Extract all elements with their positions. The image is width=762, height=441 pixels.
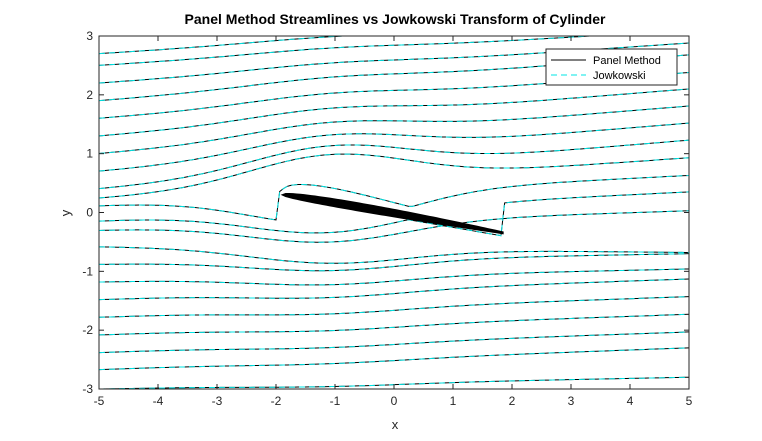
x-tick-label: -4 <box>153 394 164 408</box>
jowkowski-streamline <box>99 88 689 137</box>
y-tick-label: -2 <box>82 323 93 337</box>
tick-labels: -5 -4 -3 -2 -1 0 1 2 3 4 5 -3 -2 -1 0 1 2 3 <box>82 29 692 408</box>
x-tick-label: -3 <box>212 394 223 408</box>
x-tick-label: 1 <box>450 394 457 408</box>
panel-method-streamline <box>99 139 689 190</box>
y-tick-label: 3 <box>86 29 93 43</box>
panel-method-streamline <box>99 36 353 55</box>
jowkowski-streamline <box>99 313 689 336</box>
y-tick-label: 1 <box>86 147 93 161</box>
streamlines <box>99 36 689 389</box>
x-tick-label: 3 <box>568 394 575 408</box>
panel-method-streamline <box>99 253 689 272</box>
plot-area <box>99 36 689 389</box>
legend-box <box>545 48 678 86</box>
x-axis-label: x <box>392 417 399 432</box>
jowkowski-streamline <box>99 174 689 221</box>
y-tick-label: -3 <box>82 382 93 396</box>
x-tick-label: -2 <box>271 394 282 408</box>
jowkowski-streamline <box>99 105 689 154</box>
jowkowski-streamline <box>99 191 689 237</box>
y-tick-label: 0 <box>86 206 93 220</box>
jowkowski-streamline <box>99 347 689 371</box>
airfoil-body <box>280 193 504 235</box>
legend-label: Jowkowski <box>593 70 646 82</box>
panel-method-streamline <box>99 153 689 199</box>
airfoil-shape <box>280 193 504 235</box>
legend-label: Panel Method <box>593 55 661 67</box>
x-tick-label: -5 <box>94 394 105 408</box>
jowkowski-streamline <box>99 296 689 318</box>
jowkowski-streamline <box>99 268 689 286</box>
jowkowski-streamline <box>99 36 599 66</box>
jowkowski-streamline <box>99 278 689 301</box>
x-tick-label: 0 <box>391 394 398 408</box>
y-tick-label: -1 <box>82 264 93 278</box>
jowkowski-streamline <box>99 331 689 354</box>
axes <box>98 35 690 390</box>
y-axis-label: y <box>58 209 73 216</box>
y-tick-label: 2 <box>86 88 93 102</box>
x-tick-label: 2 <box>509 394 516 408</box>
x-tick-label: 5 <box>686 394 693 408</box>
legend: Panel Method Jowkowski <box>545 48 678 86</box>
chart-title: Panel Method Streamlines vs Jowkowski Tr… <box>185 11 606 27</box>
jowkowski-streamline <box>99 253 689 272</box>
jowkowski-streamline <box>99 246 689 264</box>
jowkowski-streamline <box>99 122 689 172</box>
x-tick-label: -1 <box>330 394 341 408</box>
x-tick-label: 4 <box>627 394 634 408</box>
jowkowski-streamline <box>99 210 689 243</box>
